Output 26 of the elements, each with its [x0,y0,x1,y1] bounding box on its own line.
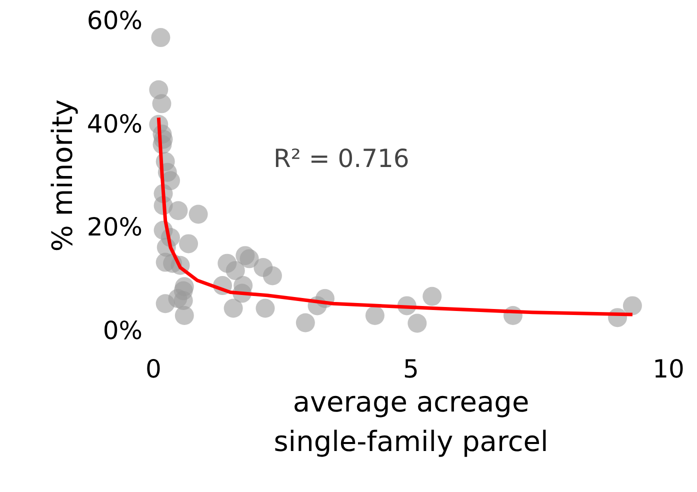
point [240,249,259,268]
point [224,298,243,318]
y-tick-label: 0% [102,316,143,345]
point [296,313,315,332]
y-tick-label: 40% [86,109,143,138]
point [174,306,194,325]
point [622,296,642,316]
y-tick-label: 60% [86,6,143,35]
point [151,28,170,48]
point [262,266,282,286]
x-tick-label: 10 [652,354,684,384]
point [179,234,198,254]
x-tick-label: 5 [403,354,419,384]
point [226,261,245,280]
point [168,201,188,220]
point [188,204,208,224]
point [422,286,442,306]
point [365,306,384,325]
point [256,298,275,318]
point [408,314,427,333]
y-axis-title: % minority [46,99,79,252]
annotation: R² = 0.716 [274,144,410,173]
point [152,94,172,114]
y-tick-label: 20% [86,212,143,242]
x-tick-label: 0 [146,354,162,384]
x-axis-title: average acreage single-family parcel [274,386,548,458]
